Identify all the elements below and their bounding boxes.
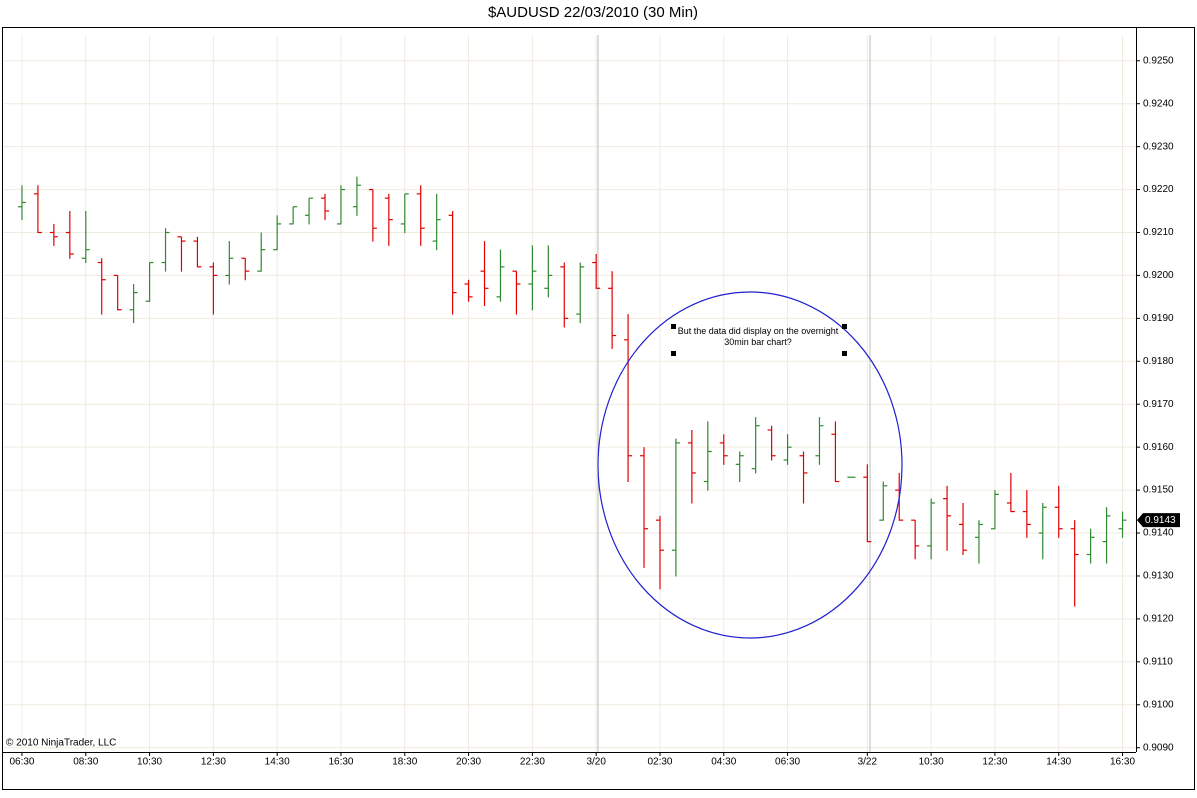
y-tick-label: 0.9250 (1143, 55, 1174, 66)
x-tick-label: 22:30 (520, 757, 545, 768)
y-tick-label: 0.9130 (1143, 571, 1174, 582)
x-tick-label: 10:30 (137, 757, 162, 768)
last-price-label: 0.9143 (1145, 515, 1176, 526)
x-tick-label: 16:30 (328, 757, 353, 768)
x-tick-label: 02:30 (647, 757, 672, 768)
x-tick-label: 14:30 (265, 757, 290, 768)
y-tick-label: 0.9160 (1143, 442, 1174, 453)
annotation-box: But the data did display on the overnigh… (677, 326, 839, 347)
y-tick-label: 0.9100 (1143, 699, 1174, 710)
x-tick-label: 08:30 (73, 757, 98, 768)
y-tick-label: 0.9150 (1143, 485, 1174, 496)
y-tick-label: 0.9170 (1143, 399, 1174, 410)
handle (842, 351, 847, 356)
x-tick-label: 06:30 (775, 757, 800, 768)
annotation: But the data did display on the overnigh… (677, 326, 839, 347)
y-tick-label: 0.9200 (1143, 270, 1174, 281)
x-tick-label: 3/20 (586, 757, 606, 768)
x-tick-label: 04:30 (711, 757, 736, 768)
y-tick-label: 0.9230 (1143, 141, 1174, 152)
x-tick-label: 10:30 (919, 757, 944, 768)
x-tick-label: 16:30 (1110, 757, 1135, 768)
highlight-ellipse (597, 291, 903, 639)
x-tick-label: 18:30 (392, 757, 417, 768)
frame (2, 27, 1195, 790)
copyright: © 2010 NinjaTrader, LLC (6, 738, 116, 749)
handle (671, 324, 676, 329)
y-tick-label: 0.9210 (1143, 227, 1174, 238)
x-tick-label: 3/22 (858, 757, 878, 768)
chart-title: $AUDUSD 22/03/2010 (30 Min) (488, 4, 698, 21)
handle (671, 351, 676, 356)
x-tick-label: 12:30 (201, 757, 226, 768)
y-tick-label: 0.9190 (1143, 313, 1174, 324)
y-tick-label: 0.9110 (1143, 656, 1173, 667)
y-tick-label: 0.9140 (1143, 528, 1174, 539)
bars (17, 176, 1127, 607)
x-tick-label: 20:30 (456, 757, 481, 768)
y-tick-label: 0.9180 (1143, 356, 1174, 367)
x-tick-label: 12:30 (982, 757, 1007, 768)
x-tick-label: 06:30 (9, 757, 34, 768)
x-tick-label: 14:30 (1046, 757, 1071, 768)
y-tick-label: 0.9240 (1143, 98, 1174, 109)
y-tick-label: 0.9090 (1143, 742, 1174, 753)
last-price-marker (1137, 513, 1180, 528)
handle (842, 324, 847, 329)
y-tick-label: 0.9220 (1143, 184, 1174, 195)
y-tick-label: 0.9120 (1143, 614, 1174, 625)
